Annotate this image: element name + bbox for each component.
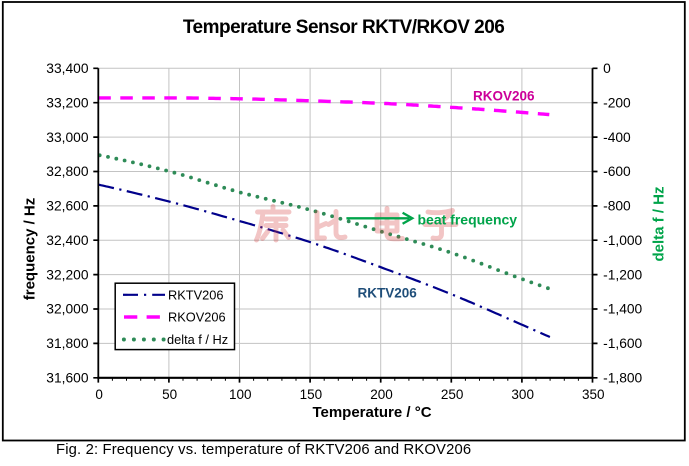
svg-text:Fig. 2: Frequency vs. temperat: Fig. 2: Frequency vs. temperature of RKT… — [56, 442, 471, 458]
svg-text:-800: -800 — [603, 199, 631, 214]
svg-text:32,600: 32,600 — [46, 199, 89, 214]
svg-text:delta f / Hz: delta f / Hz — [651, 186, 668, 261]
svg-text:32,400: 32,400 — [46, 233, 89, 248]
svg-text:RKTV206: RKTV206 — [168, 287, 223, 302]
svg-text:31,800: 31,800 — [46, 336, 89, 351]
svg-text:frequency / Hz: frequency / Hz — [21, 198, 38, 301]
svg-text:300: 300 — [511, 387, 534, 402]
svg-text:33,000: 33,000 — [46, 130, 89, 145]
svg-text:33,200: 33,200 — [46, 95, 89, 110]
svg-text:delta f / Hz: delta f / Hz — [167, 332, 228, 347]
svg-text:RKOV206: RKOV206 — [168, 310, 226, 325]
svg-text:32,200: 32,200 — [46, 267, 89, 282]
svg-text:33,400: 33,400 — [46, 61, 89, 76]
svg-text:-1,000: -1,000 — [603, 233, 642, 248]
svg-text:RKTV206: RKTV206 — [358, 286, 418, 301]
svg-text:-200: -200 — [603, 95, 631, 110]
svg-text:0: 0 — [603, 61, 611, 76]
svg-text:150: 150 — [300, 387, 323, 402]
svg-text:beat frequency: beat frequency — [418, 212, 518, 228]
svg-text:Temperature Sensor RKTV/RKOV 2: Temperature Sensor RKTV/RKOV 206 — [183, 17, 505, 38]
svg-text:32,800: 32,800 — [46, 164, 89, 179]
svg-text:50: 50 — [162, 387, 177, 402]
svg-text:-600: -600 — [603, 164, 631, 179]
svg-text:Temperature / °C: Temperature / °C — [312, 404, 431, 421]
svg-text:-1,200: -1,200 — [603, 267, 642, 282]
svg-text:RKOV206: RKOV206 — [473, 89, 535, 104]
svg-text:32,000: 32,000 — [46, 302, 89, 317]
svg-text:100: 100 — [229, 387, 252, 402]
svg-text:-1,800: -1,800 — [603, 371, 642, 386]
svg-text:350: 350 — [582, 387, 605, 402]
svg-text:31,600: 31,600 — [46, 371, 89, 386]
svg-text:-400: -400 — [603, 130, 631, 145]
svg-text:-1,600: -1,600 — [603, 336, 642, 351]
svg-text:-1,400: -1,400 — [603, 302, 642, 317]
svg-text:0: 0 — [95, 387, 103, 402]
svg-text:250: 250 — [441, 387, 464, 402]
svg-text:200: 200 — [370, 387, 393, 402]
